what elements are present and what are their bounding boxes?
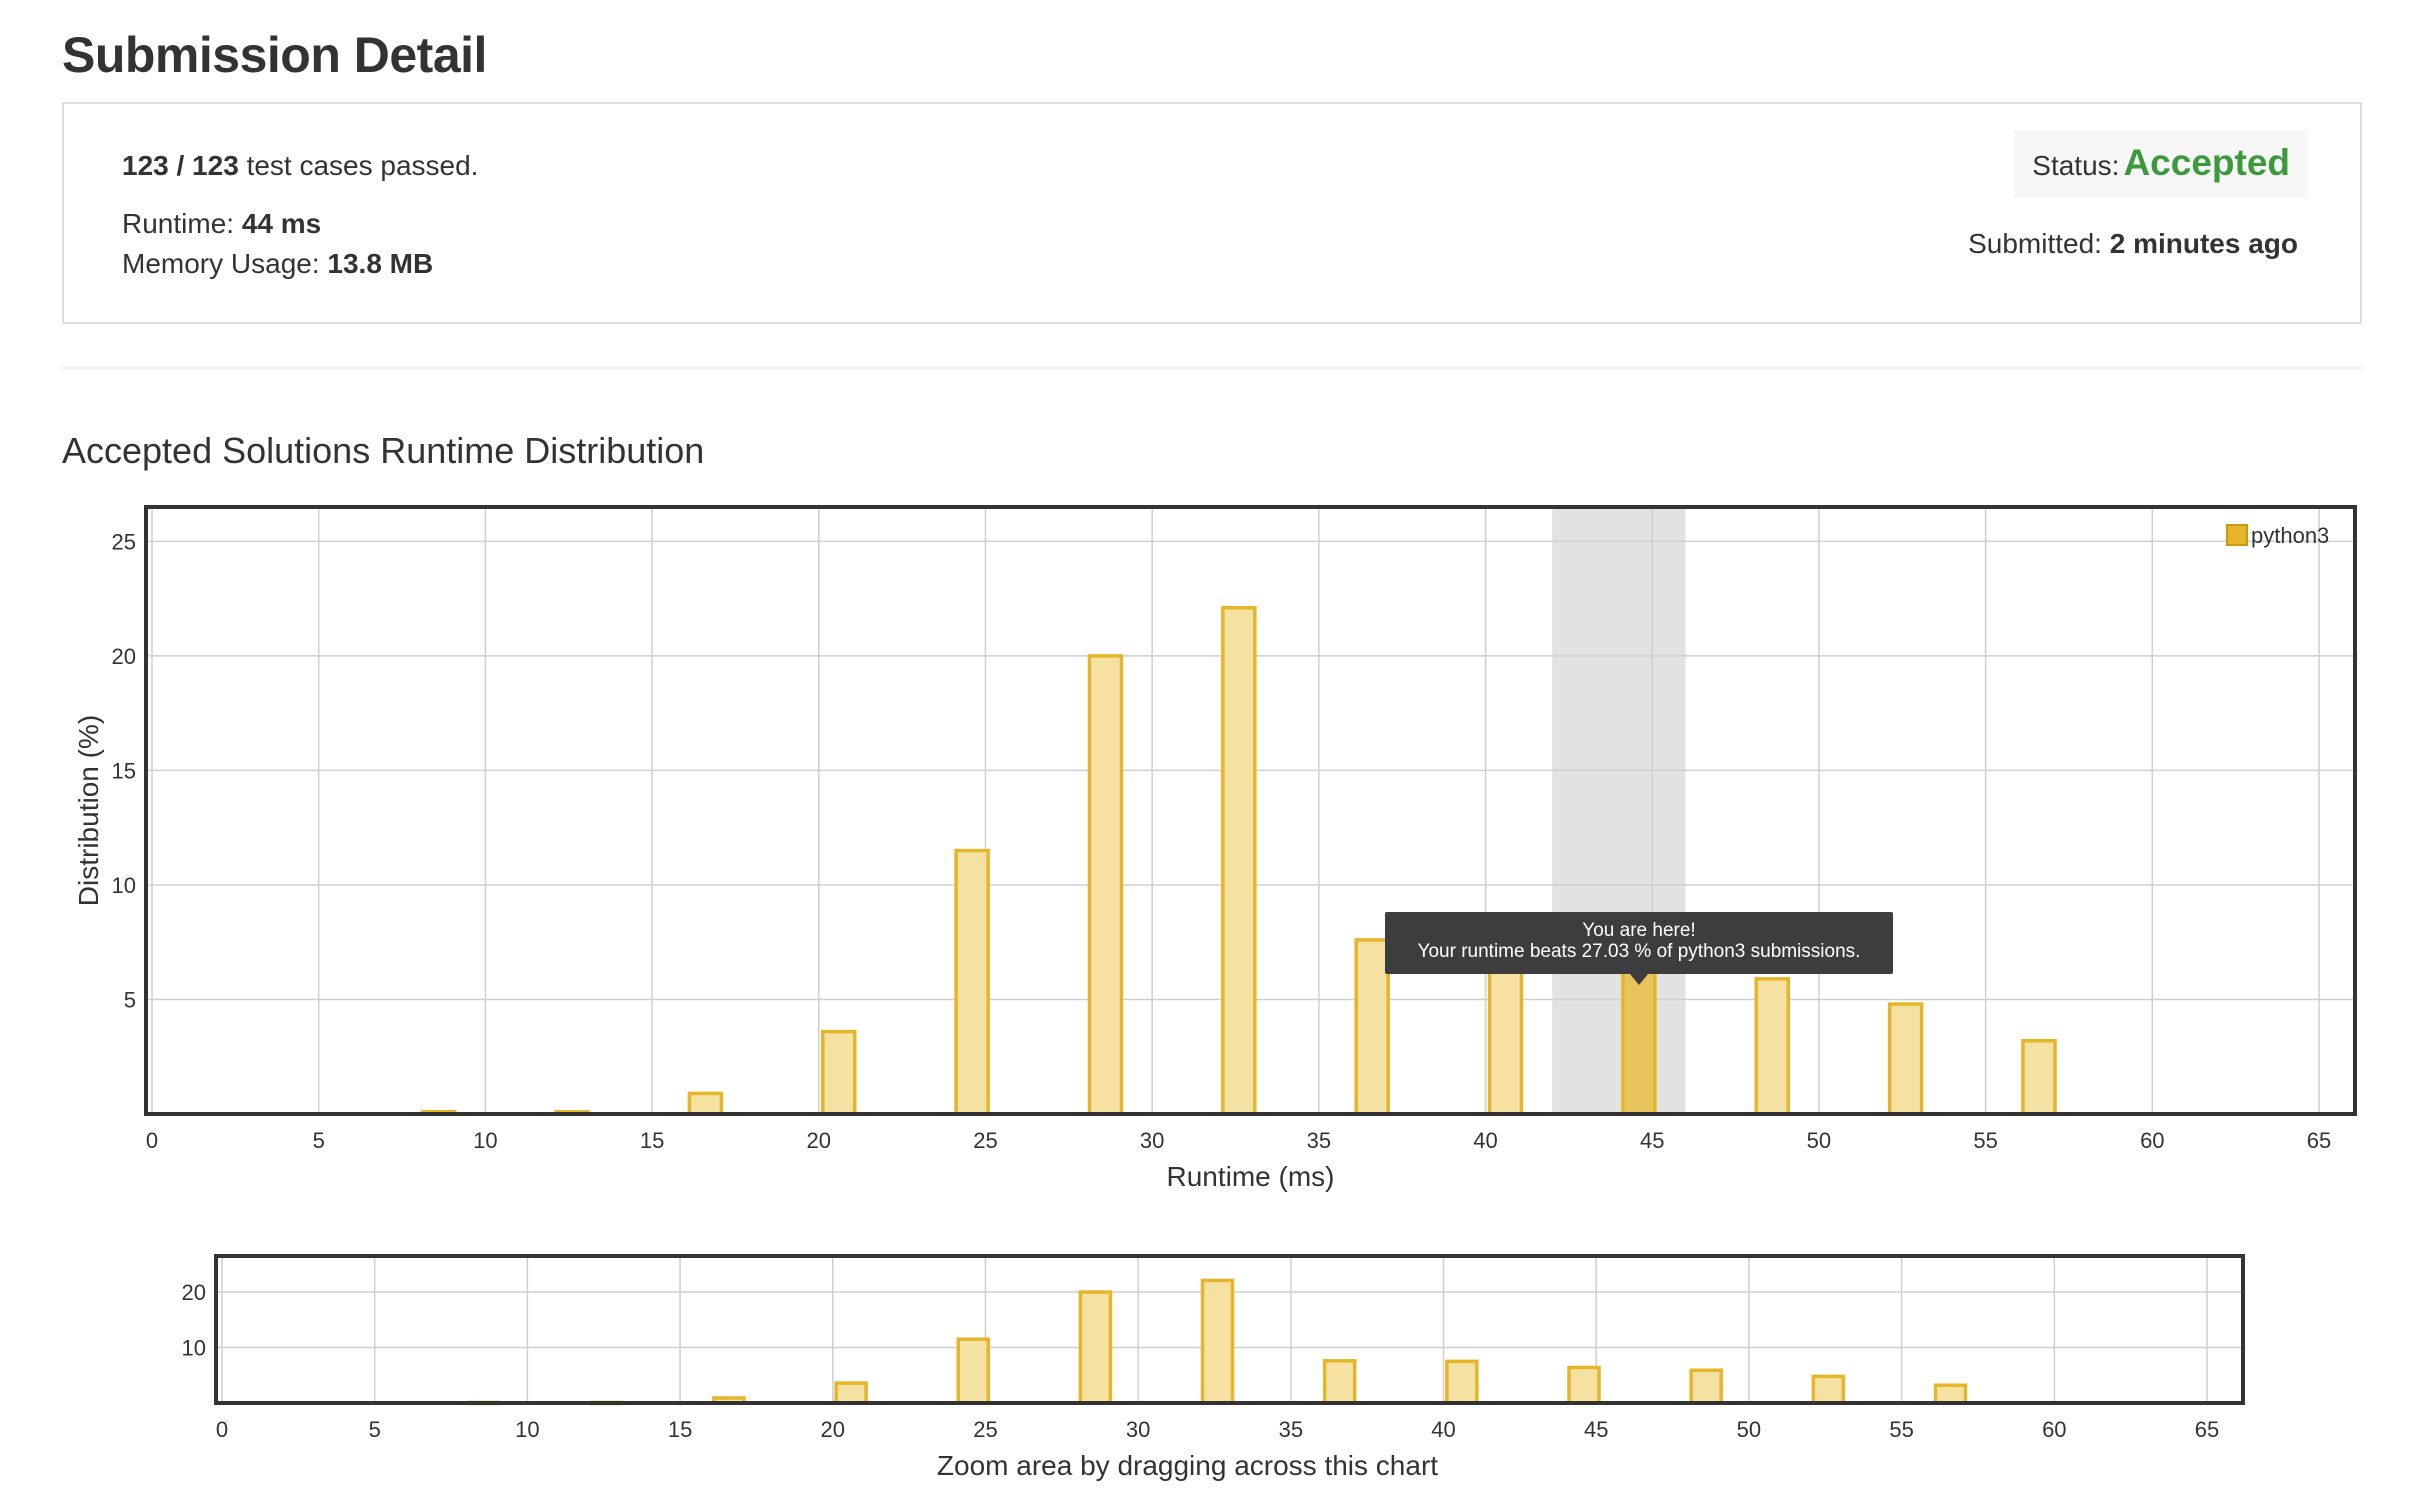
main-x-tick-label: 55 bbox=[1973, 1128, 1997, 1153]
main-x-tick-label: 5 bbox=[313, 1128, 325, 1153]
zoom-x-tick-label: 35 bbox=[1279, 1417, 1303, 1442]
zoom-x-tick-label: 50 bbox=[1737, 1417, 1761, 1442]
main-bar bbox=[1887, 1002, 1924, 1116]
main-y-tick-label: 25 bbox=[112, 529, 136, 554]
zoom-bar bbox=[1933, 1383, 1968, 1405]
zoom-bar bbox=[1078, 1290, 1113, 1405]
status-value[interactable]: Accepted bbox=[2123, 142, 2290, 183]
main-x-tick-label: 45 bbox=[1640, 1128, 1664, 1153]
main-x-tick-label: 15 bbox=[640, 1128, 664, 1153]
test-cases-suffix: test cases passed. bbox=[246, 150, 479, 181]
main-x-tick-label: 50 bbox=[1807, 1128, 1831, 1153]
main-x-axis-label: Runtime (ms) bbox=[1166, 1161, 1334, 1192]
zoom-bar bbox=[1200, 1278, 1235, 1405]
page-title: Submission Detail bbox=[62, 27, 487, 83]
main-y-tick-label: 20 bbox=[112, 644, 136, 669]
runtime-row: Runtime: 44 ms bbox=[122, 208, 321, 240]
zoom-bar bbox=[956, 1337, 990, 1405]
main-y-tick-label: 15 bbox=[112, 758, 136, 783]
zoom-bar bbox=[1322, 1359, 1357, 1405]
zoom-y-tick-label: 20 bbox=[182, 1280, 206, 1305]
main-x-tick-label: 35 bbox=[1307, 1128, 1331, 1153]
test-cases-passed: 123 / 123 test cases passed. bbox=[122, 150, 478, 182]
memory-row: Memory Usage: 13.8 MB bbox=[122, 248, 433, 280]
main-x-tick-label: 40 bbox=[1473, 1128, 1497, 1153]
test-cases-count: 123 / 123 bbox=[122, 150, 239, 181]
zoom-x-tick-label: 40 bbox=[1431, 1417, 1455, 1442]
main-tooltip-pointer bbox=[1630, 974, 1648, 985]
main-tooltip-box bbox=[1385, 912, 1893, 974]
zoom-bar bbox=[1445, 1359, 1479, 1405]
zoom-x-tick-label: 25 bbox=[973, 1417, 997, 1442]
main-bar bbox=[1087, 654, 1124, 1116]
main-y-tick-label: 5 bbox=[124, 987, 136, 1012]
main-y-tick-label: 10 bbox=[112, 873, 136, 898]
main-bar bbox=[1221, 606, 1257, 1116]
status-box: Status: Accepted bbox=[2014, 130, 2308, 198]
main-x-tick-label: 30 bbox=[1140, 1128, 1164, 1153]
runtime-value: 44 ms bbox=[241, 208, 322, 239]
zoom-x-axis-label: Zoom area by dragging across this chart bbox=[937, 1450, 1438, 1481]
main-plot-frame bbox=[144, 505, 2357, 1116]
main-x-tick-label: 65 bbox=[2307, 1128, 2331, 1153]
zoom-x-tick-label: 65 bbox=[2195, 1417, 2219, 1442]
zoom-x-tick-label: 20 bbox=[821, 1417, 845, 1442]
submission-summary-panel: 123 / 123 test cases passed. Runtime: 44… bbox=[62, 102, 2362, 324]
memory-value: 13.8 MB bbox=[327, 248, 434, 279]
zoom-plot-frame bbox=[214, 1254, 2245, 1405]
zoom-bar bbox=[1567, 1365, 1601, 1405]
zoom-bar bbox=[1689, 1368, 1723, 1405]
main-x-tick-label: 25 bbox=[973, 1128, 997, 1153]
zoom-y-tick-label: 10 bbox=[182, 1336, 206, 1361]
zoom-x-tick-label: 15 bbox=[668, 1417, 692, 1442]
zoom-x-tick-label: 5 bbox=[369, 1417, 381, 1442]
main-x-tick-label: 20 bbox=[807, 1128, 831, 1153]
zoom-x-tick-label: 55 bbox=[1889, 1417, 1913, 1442]
submitted-label: Submitted: bbox=[1968, 228, 2102, 259]
zoom-x-tick-label: 60 bbox=[2042, 1417, 2066, 1442]
submitted-value: 2 minutes ago bbox=[2109, 228, 2298, 259]
submitted-row: Submitted: 2 minutes ago bbox=[1968, 228, 2298, 260]
main-bar bbox=[687, 1091, 724, 1116]
zoom-x-tick-label: 10 bbox=[515, 1417, 539, 1442]
divider bbox=[62, 367, 2362, 369]
status-label: Status: bbox=[2032, 150, 2120, 181]
main-bar bbox=[1621, 965, 1657, 1116]
main-x-tick-label: 60 bbox=[2140, 1128, 2164, 1153]
runtime-label: Runtime: bbox=[122, 208, 235, 239]
zoom-x-tick-label: 30 bbox=[1126, 1417, 1150, 1442]
zoom-bar bbox=[834, 1381, 868, 1405]
zoom-x-tick-label: 45 bbox=[1584, 1417, 1608, 1442]
main-x-tick-label: 10 bbox=[473, 1128, 497, 1153]
zoom-bar bbox=[1811, 1374, 1846, 1405]
main-legend-label: python3 bbox=[2251, 523, 2329, 548]
main-your-runtime-band bbox=[1552, 507, 1686, 1114]
main-bar bbox=[821, 1029, 857, 1116]
main-legend-swatch bbox=[2226, 524, 2248, 546]
main-bar bbox=[2021, 1038, 2057, 1116]
main-tooltip-line2: Your runtime beats 27.03 % of python3 su… bbox=[1418, 941, 1861, 962]
main-bar bbox=[1754, 977, 1790, 1116]
main-x-tick-label: 0 bbox=[146, 1128, 158, 1153]
main-bar bbox=[954, 848, 990, 1116]
main-bar bbox=[1354, 938, 1390, 1116]
main-y-axis-label: Distribution (%) bbox=[73, 715, 104, 906]
zoom-x-tick-label: 0 bbox=[216, 1417, 228, 1442]
section-title: Accepted Solutions Runtime Distribution bbox=[62, 430, 705, 471]
memory-label: Memory Usage: bbox=[122, 248, 320, 279]
main-tooltip-line1: You are here! bbox=[1582, 920, 1695, 941]
